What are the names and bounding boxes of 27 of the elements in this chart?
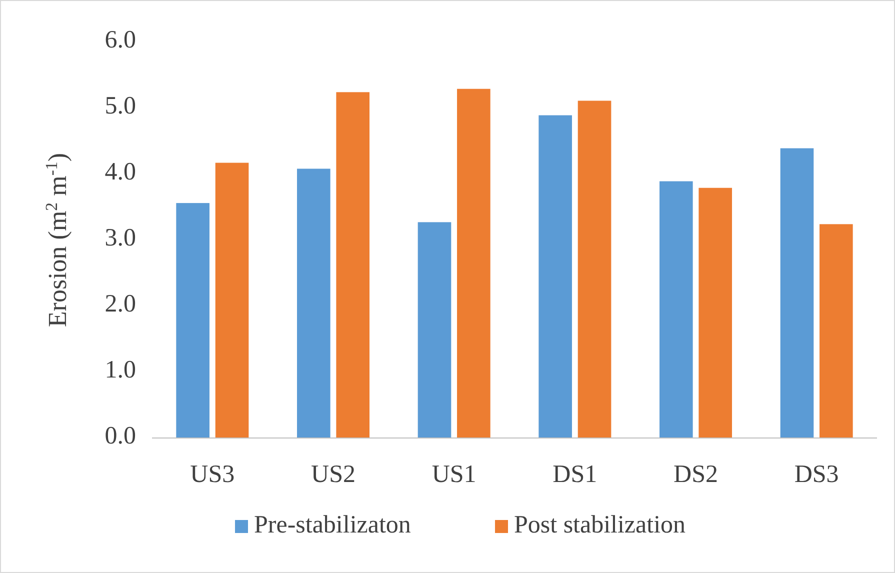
- y-tick-label: 3.0: [104, 224, 136, 252]
- bar: [820, 224, 853, 438]
- x-tick-label: DS2: [674, 461, 718, 488]
- bar: [538, 115, 572, 438]
- legend-label: Pre-stabilizaton: [254, 512, 412, 539]
- bar: [176, 203, 210, 438]
- y-tick-label: 4.0: [104, 158, 136, 186]
- y-tick-label: 6.0: [104, 26, 136, 54]
- x-tick-label: US2: [311, 461, 356, 488]
- x-tick-label: DS3: [794, 461, 839, 488]
- bar: [457, 88, 490, 438]
- bar: [578, 100, 612, 438]
- x-tick-label: US3: [190, 461, 235, 488]
- y-tick-label: 1.0: [104, 356, 136, 384]
- bar: [297, 168, 330, 438]
- bar: [780, 148, 814, 438]
- y-tick-label: 5.0: [104, 92, 136, 120]
- x-tick-label: US1: [432, 461, 476, 488]
- y-tick-label: 0.0: [104, 422, 136, 450]
- bar: [698, 188, 732, 438]
- bar: [215, 162, 249, 438]
- bar: [336, 92, 370, 438]
- y-tick-label: 2.0: [104, 290, 136, 318]
- x-tick-label: DS1: [552, 461, 598, 488]
- bar: [660, 181, 693, 438]
- legend-label: Post stabilization: [514, 512, 686, 539]
- bar: [418, 222, 452, 438]
